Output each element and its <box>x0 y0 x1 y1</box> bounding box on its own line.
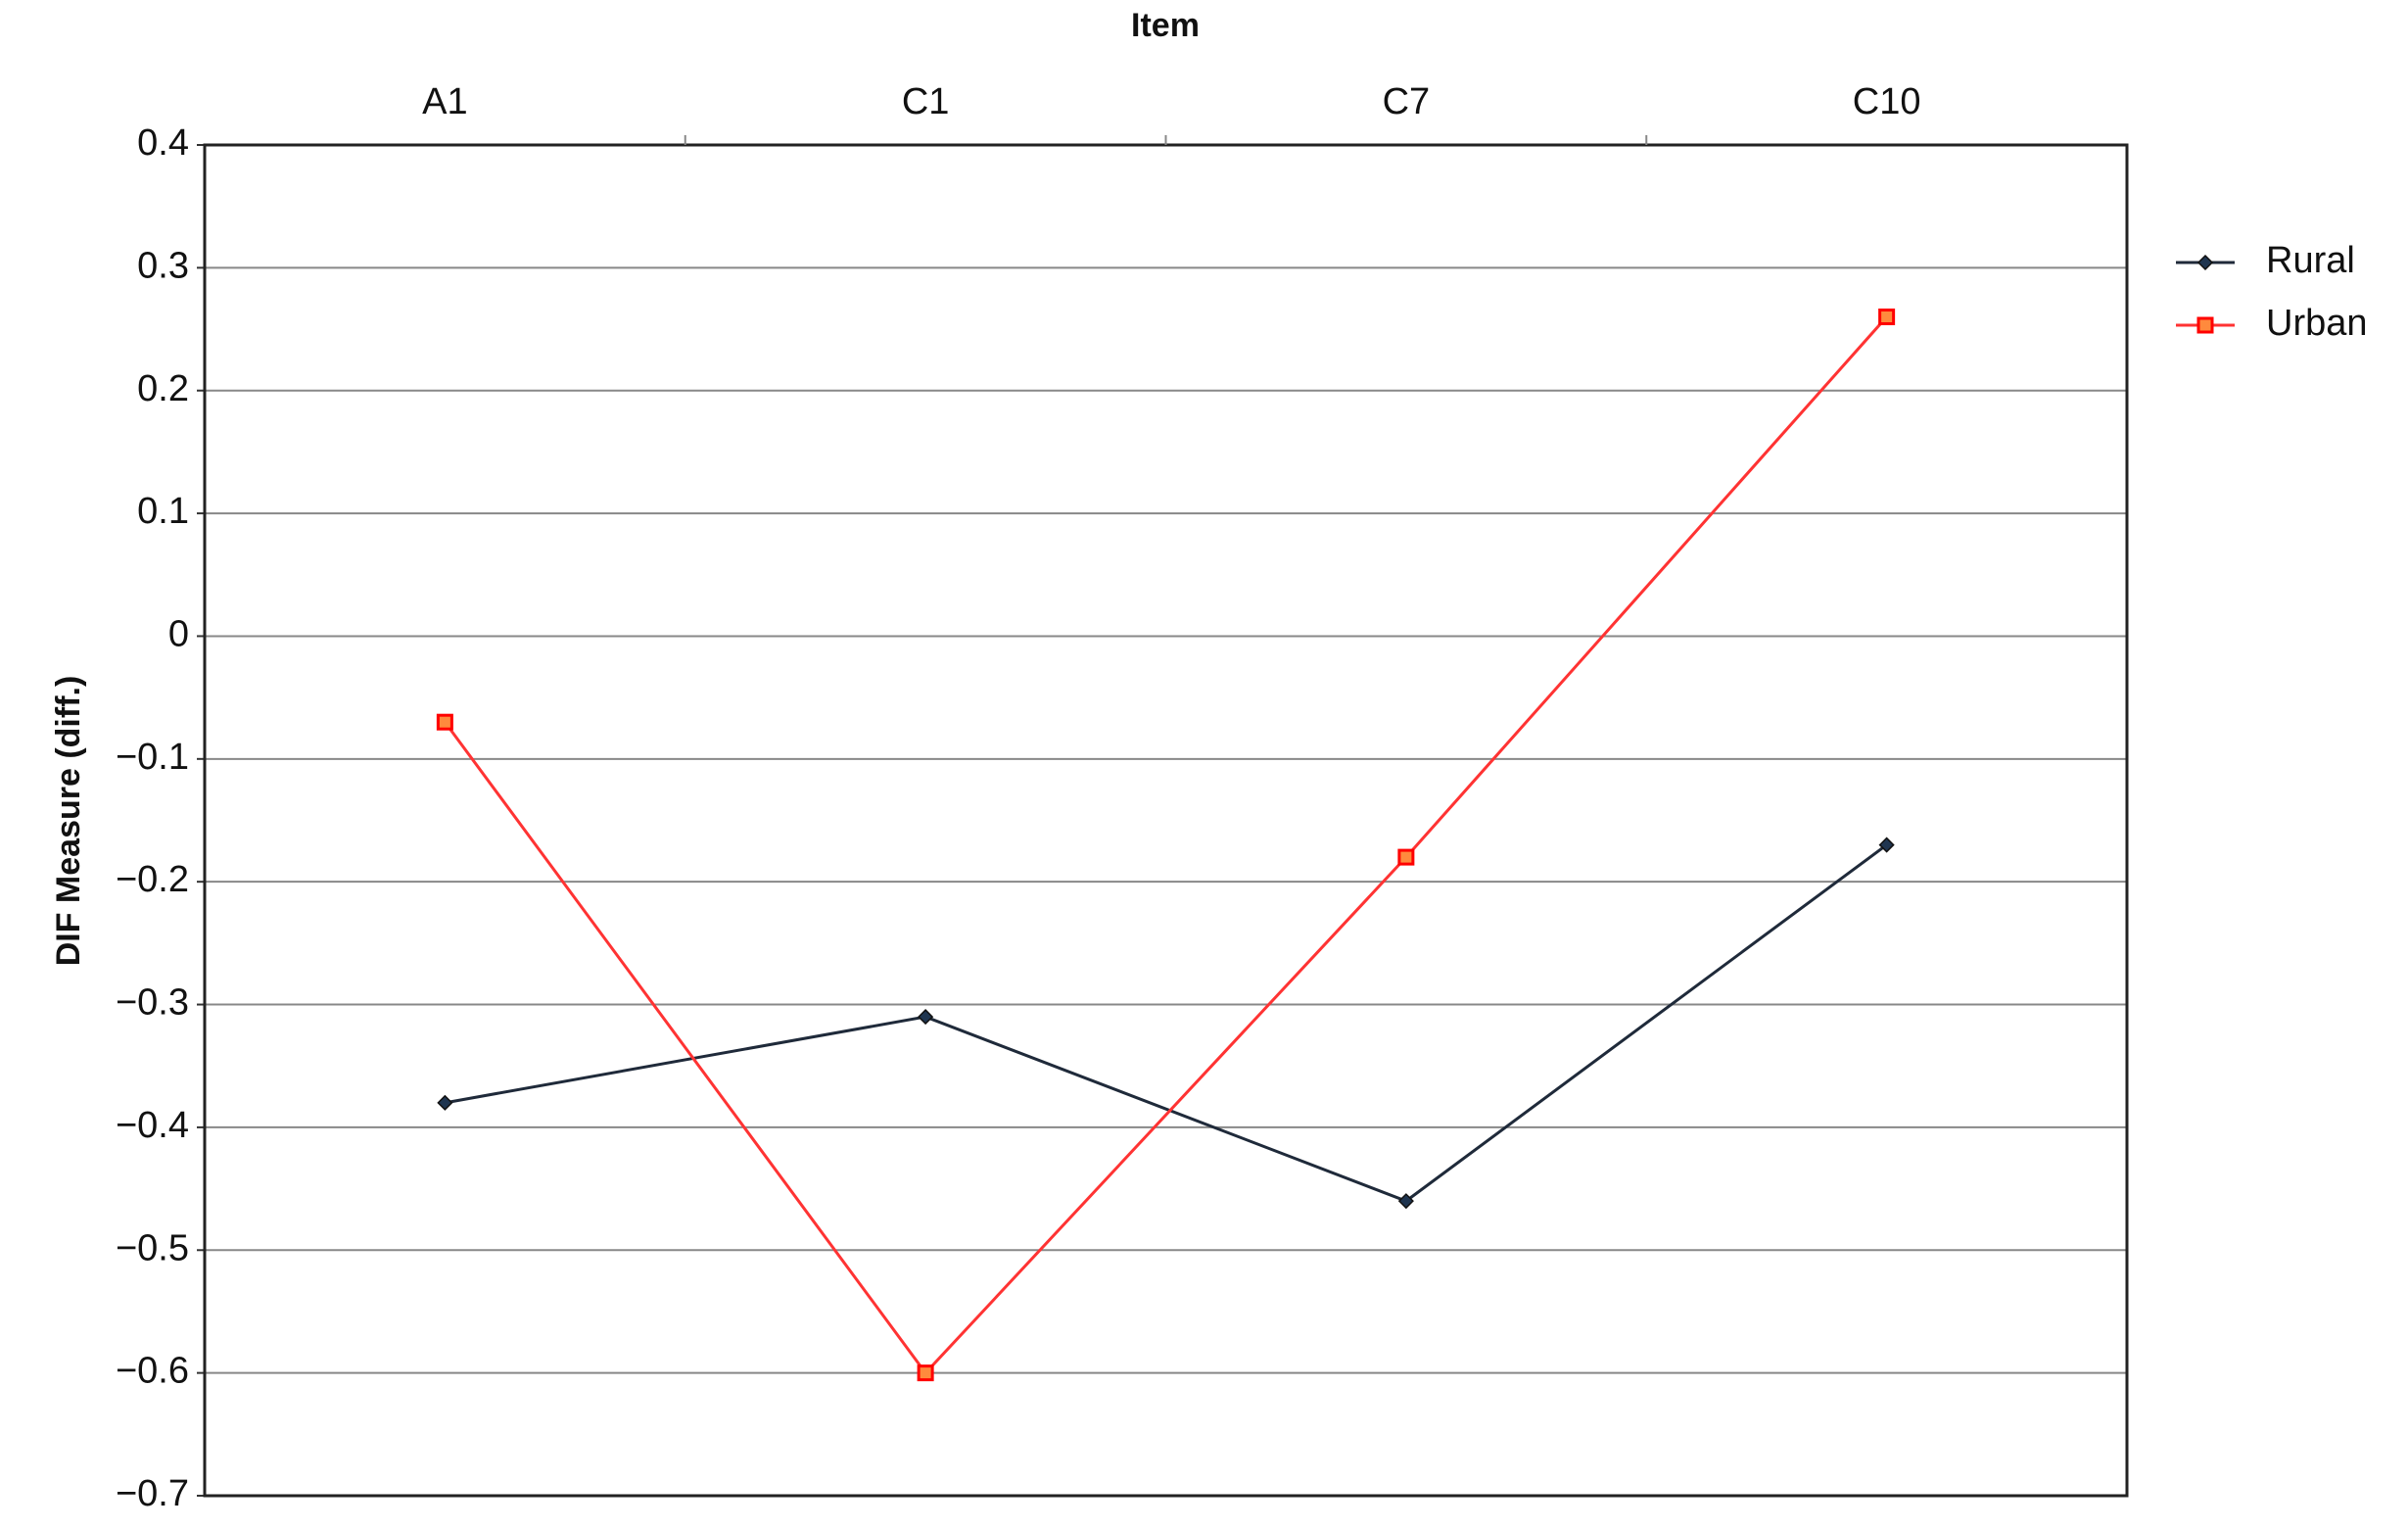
data-point <box>436 713 453 731</box>
y-tick-label: −0.2 <box>116 859 189 900</box>
series-line <box>445 843 1888 1203</box>
x-tick-label: C10 <box>1853 81 1921 122</box>
x-tick-label: A1 <box>422 81 467 122</box>
series-line <box>444 315 1888 1375</box>
data-point <box>1397 848 1415 866</box>
y-tick-label: −0.7 <box>116 1473 189 1514</box>
data-point <box>1878 309 1896 326</box>
y-tick-label: −0.4 <box>116 1105 189 1146</box>
y-tick-label: 0.3 <box>137 245 189 286</box>
y-axis-title: DIF Measure (diff.) <box>50 676 87 967</box>
x-axis-title: Item <box>1131 7 1200 44</box>
y-tick-label: −0.1 <box>116 737 189 778</box>
legend-label: Urban <box>2266 303 2368 344</box>
data-point <box>918 1009 934 1026</box>
x-tick-label: C7 <box>1383 81 1431 122</box>
y-tick-label: −0.6 <box>116 1351 189 1392</box>
data-point <box>1397 1193 1414 1210</box>
plot-frame <box>203 143 2129 1498</box>
data-point <box>917 1364 934 1382</box>
legend-label: Rural <box>2266 240 2355 281</box>
y-tick-label: −0.3 <box>116 982 189 1024</box>
legend-marker <box>2196 316 2214 334</box>
legend-marker <box>2196 254 2214 271</box>
y-tick-label: 0 <box>168 613 189 654</box>
y-tick-label: −0.5 <box>116 1227 189 1268</box>
data-point <box>437 1094 453 1111</box>
x-tick-label: C1 <box>902 81 950 122</box>
y-tick-label: 0.2 <box>137 368 189 409</box>
y-tick-label: 0.4 <box>137 122 189 164</box>
data-point <box>1878 837 1895 853</box>
y-tick-label: 0.1 <box>137 491 189 532</box>
